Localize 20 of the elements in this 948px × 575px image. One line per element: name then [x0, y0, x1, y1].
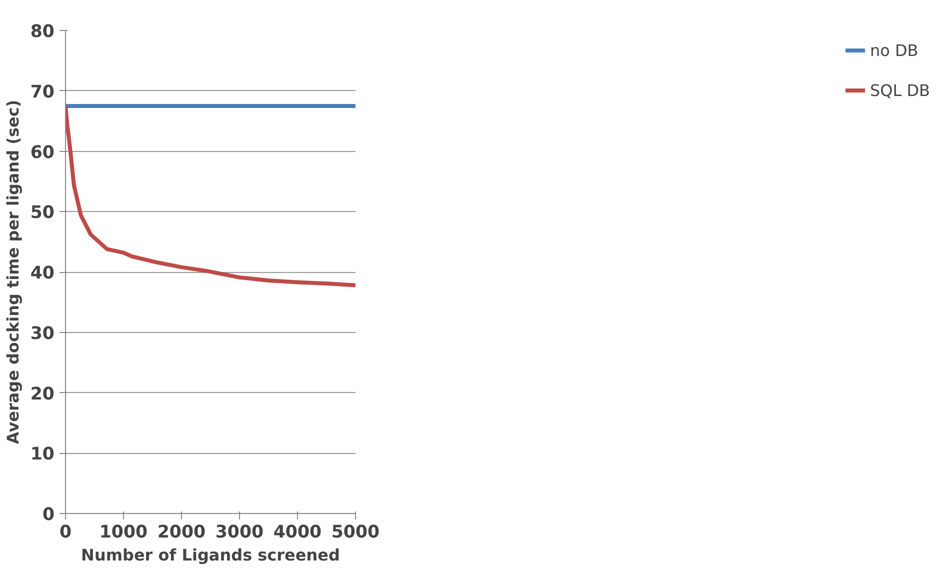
x-tick-label: 3000	[215, 522, 264, 542]
y-tick-label: 60	[30, 142, 55, 163]
legend-label: SQL DB	[870, 80, 930, 100]
x-tick-label: 2000	[157, 522, 206, 542]
legend-label: no DB	[870, 40, 918, 60]
y-tick-label: 0	[42, 505, 55, 525]
y-tick-label: 80	[30, 22, 55, 42]
line-series	[66, 104, 356, 288]
y-tick-label: 40	[30, 264, 55, 284]
x-tick-label: 5000	[331, 522, 380, 542]
y-tick-label: 20	[30, 384, 55, 404]
x-tick-label: 0	[59, 522, 72, 542]
x-tick-label: 4000	[273, 522, 322, 542]
y-tick-label: 70	[30, 82, 55, 102]
y-tick-label: 30	[30, 324, 55, 344]
x-tick-label: 1000	[99, 522, 148, 542]
y-tick-label: 50	[30, 203, 55, 224]
x-axis-title: Number of Ligands screened	[81, 546, 340, 564]
y-axis-title: Average docking time per ligand (sec)	[3, 100, 22, 444]
y-tick-label: 10	[30, 444, 55, 465]
